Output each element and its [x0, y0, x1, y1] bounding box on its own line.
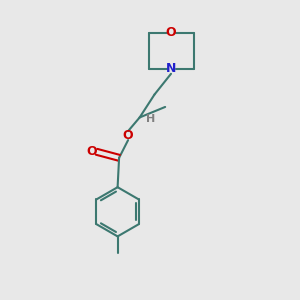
Text: O: O: [86, 145, 97, 158]
Text: O: O: [166, 26, 176, 40]
Text: H: H: [146, 114, 156, 124]
Text: N: N: [166, 62, 176, 76]
Text: O: O: [123, 129, 134, 142]
